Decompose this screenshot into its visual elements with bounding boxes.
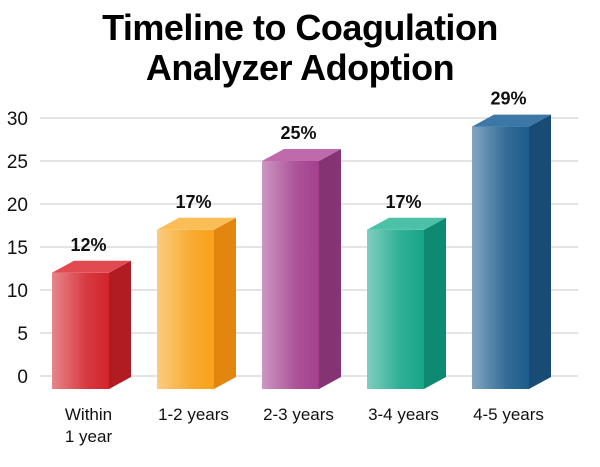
y-tick-label: 25 <box>7 152 28 173</box>
y-tick-label: 30 <box>7 109 28 130</box>
y-tick-label: 5 <box>17 324 28 345</box>
y-tick-label: 15 <box>7 238 28 259</box>
bar-side <box>529 114 551 389</box>
bar-top <box>52 260 131 273</box>
bar-top <box>472 114 551 127</box>
x-axis: Within 1 year 1-2 years 2-3 years 3-4 years 4… <box>65 405 544 446</box>
x-tick-label: 3-4 years <box>368 405 439 424</box>
bar-3 <box>262 149 341 389</box>
bar-top <box>367 217 446 230</box>
bar-highlight <box>52 272 109 389</box>
value-label: 25% <box>280 123 316 143</box>
y-tick-label: 20 <box>7 195 28 216</box>
y-axis: 0 5 10 15 20 25 30 <box>7 109 28 388</box>
bar-4 <box>367 217 446 389</box>
y-tick-label: 0 <box>17 367 28 388</box>
bar-highlight <box>472 126 529 389</box>
x-tick-label: 1-2 years <box>158 405 229 424</box>
bar-side <box>214 217 236 389</box>
bar-highlight <box>157 229 214 389</box>
chart-title-line-2: Analyzer Adoption <box>145 47 455 88</box>
value-label: 12% <box>70 235 106 255</box>
value-labels: 12% 17% 25% 17% 29% <box>70 89 526 255</box>
x-tick-label: 2-3 years <box>263 405 334 424</box>
value-label: 17% <box>175 192 211 212</box>
x-tick-label: 4-5 years <box>473 405 544 424</box>
bar-2 <box>157 217 236 389</box>
bar-highlight <box>367 229 424 389</box>
bars <box>52 114 551 389</box>
bar-side <box>424 217 446 389</box>
bar-1 <box>52 260 131 389</box>
bar-5 <box>472 114 551 389</box>
bar-side <box>319 149 341 389</box>
bar-top <box>262 149 341 161</box>
bar-top <box>157 217 236 230</box>
x-tick-label: Within 1 year <box>65 405 113 446</box>
chart-title-line-1: Timeline to Coagulation <box>102 7 498 48</box>
value-label: 29% <box>490 89 526 109</box>
bar-highlight <box>262 161 319 389</box>
bar-side <box>109 260 131 389</box>
value-label: 17% <box>385 192 421 212</box>
y-tick-label: 10 <box>7 281 28 302</box>
chart-title: Timeline to Coagulation Analyzer Adoptio… <box>0 8 600 88</box>
